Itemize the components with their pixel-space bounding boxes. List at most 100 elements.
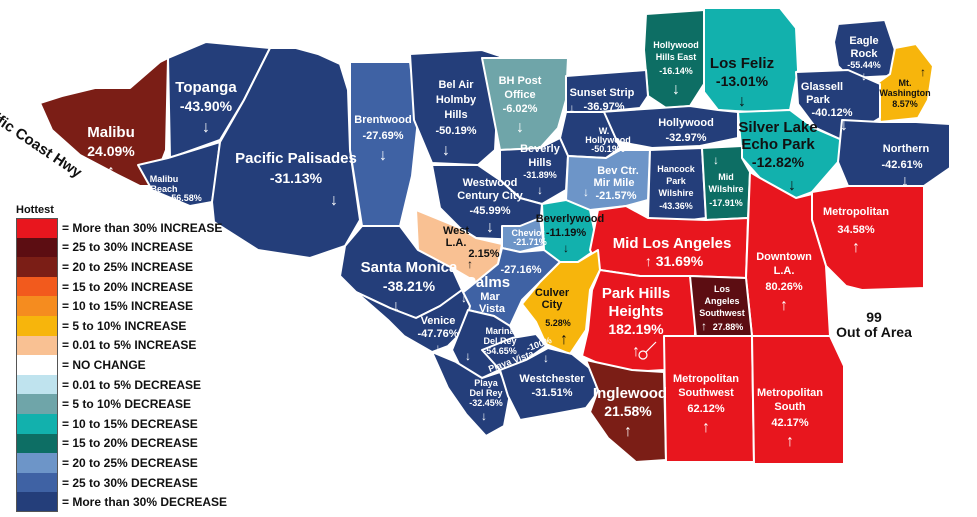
svg-text:↓: ↓	[738, 93, 746, 110]
svg-text:Bel Air: Bel Air	[438, 79, 474, 91]
svg-text:Metropolitan: Metropolitan	[673, 373, 739, 385]
region-brentwood[interactable]	[349, 61, 419, 227]
region-malibu[interactable]	[39, 57, 169, 187]
svg-text:Office: Office	[504, 89, 535, 101]
svg-text:-47.76%: -47.76%	[418, 328, 459, 340]
region-eagle-rock[interactable]	[833, 19, 896, 79]
svg-text:Inglewood: Inglewood	[593, 385, 667, 402]
legend-label: = 0.01 to 5% INCREASE	[62, 338, 197, 353]
svg-text:Santa Monica: Santa Monica	[361, 259, 458, 276]
svg-text:West: West	[443, 225, 469, 237]
svg-text:5.28%: 5.28%	[545, 318, 571, 328]
legend-label: = 5 to 10% DECREASE	[62, 397, 192, 412]
svg-text:Holmby: Holmby	[436, 94, 477, 106]
target-icon	[638, 341, 657, 360]
svg-text:↑: ↑	[632, 343, 640, 360]
region-metro-southwest[interactable]	[663, 335, 755, 463]
region-silver-lake[interactable]	[737, 109, 843, 199]
region-bel-air[interactable]	[409, 49, 501, 166]
svg-text:↓: ↓	[442, 142, 450, 159]
legend-swatch	[16, 335, 58, 356]
label-pacific-palisades: Pacific Palisades -31.13% ↓	[235, 150, 357, 209]
svg-text:Mar: Mar	[480, 291, 500, 303]
label-metropolitan: Metropolitan 34.58% ↑	[823, 206, 889, 256]
label-eagle-rock: Eagle Rock -55.44% ↓	[847, 35, 881, 83]
region-mid-wilshire[interactable]	[701, 145, 751, 221]
svg-text:-32.97%: -32.97%	[666, 132, 707, 144]
label-brentwood: Brentwood -27.69% ↓	[354, 114, 411, 164]
legend-item: = 5 to 10% INCREASE	[16, 315, 256, 336]
svg-text:Vista: Vista	[479, 303, 506, 315]
region-metro-south[interactable]	[751, 335, 845, 465]
svg-text:-38.21%: -38.21%	[383, 278, 436, 294]
region-northern[interactable]	[837, 119, 951, 187]
label-silver-lake: Silver Lake Echo Park -12.82% ↓	[738, 119, 817, 194]
svg-text:Downtown: Downtown	[756, 251, 812, 263]
svg-text:-45.99%: -45.99%	[470, 205, 511, 217]
legend-swatch	[16, 413, 58, 434]
label-topanga: Topanga -43.90% ↓	[175, 79, 237, 136]
svg-text:Del Rey: Del Rey	[469, 388, 502, 398]
label-glassell-park: Glassell Park -40.12% ↓	[801, 81, 853, 134]
svg-text:-27.16%: -27.16%	[501, 264, 542, 276]
label-bh-post-office: BH Post Office -6.02% ↓	[499, 75, 542, 136]
svg-text:-43.90%: -43.90%	[180, 98, 233, 114]
svg-text:Topanga: Topanga	[175, 79, 237, 96]
label-west-la: West L.A. 2.15% ↑	[443, 225, 500, 271]
legend-swatch	[16, 218, 58, 238]
svg-text:Westchester: Westchester	[519, 373, 585, 385]
label-westwood: Westwood Century City -45.99% ↓	[457, 177, 523, 236]
legend-label: = 15 to 20% DECREASE	[62, 436, 198, 451]
svg-text:182.19%: 182.19%	[608, 321, 664, 337]
svg-text:34.58%: 34.58%	[837, 224, 875, 236]
svg-text:Wilshire: Wilshire	[709, 184, 744, 194]
region-mt-washington[interactable]	[875, 43, 934, 123]
svg-text:↓: ↓	[202, 119, 210, 136]
region-culver-city[interactable]	[521, 249, 601, 355]
label-hancock-park: Hancock Park Wilshire -43.36%	[657, 164, 696, 211]
svg-text:-11.19%: -11.19%	[546, 227, 587, 239]
label-culver-city: Culver City 5.28% ↑	[535, 287, 571, 348]
svg-text:-31.89%: -31.89%	[523, 170, 557, 180]
region-metropolitan[interactable]	[811, 185, 925, 291]
svg-text:↓: ↓	[563, 241, 569, 255]
svg-text:-50.19%: -50.19%	[436, 125, 477, 137]
out-of-area-number: 99	[866, 309, 882, 325]
svg-text:-21.71%: -21.71%	[513, 237, 547, 247]
svg-text:Playa: Playa	[474, 378, 499, 388]
label-sunset-strip: Sunset Strip -36.97% ↓	[569, 87, 635, 115]
svg-text:-31.51%: -31.51%	[532, 387, 573, 399]
svg-text:Cheviot: Cheviot	[511, 228, 544, 238]
svg-text:↓: ↓	[330, 192, 338, 209]
svg-text:↓: ↓	[672, 81, 680, 98]
legend-item: = 5 to 10% DECREASE	[16, 394, 256, 414]
label-palms: -27.16% Palms Mar Vista ↓	[461, 264, 542, 315]
legend-item: = NO CHANGE	[16, 355, 256, 375]
label-bel-air: Bel Air Holmby Hills -50.19% ↓	[436, 79, 478, 159]
svg-text:↓: ↓	[379, 147, 387, 164]
label-playa-del-rey: Playa Del Rey -32.45% ↓	[469, 378, 503, 423]
svg-text:Hollywood: Hollywood	[585, 135, 631, 145]
label-northern: Northern -42.61% ↓	[882, 143, 930, 190]
svg-text:Metropolitan: Metropolitan	[823, 206, 889, 218]
svg-text:↑: ↑	[624, 423, 632, 440]
svg-text:24.09%: 24.09%	[87, 143, 135, 159]
svg-text:↓: ↓	[583, 185, 589, 199]
svg-text:Northern: Northern	[883, 143, 930, 155]
svg-text:Echo Park: Echo Park	[741, 136, 815, 153]
legend-item: = 15 to 20% DECREASE	[16, 433, 256, 454]
svg-text:Glassell: Glassell	[801, 81, 843, 93]
label-beverlywood: Beverlywood -11.19% ↓	[536, 213, 604, 255]
label-bev-ctr: Bev Ctr. Mir Mile -21.57% ↓	[583, 165, 639, 202]
label-hollywood-hills-east: Hollywood Hills East -16.14% ↓	[653, 40, 699, 98]
region-inglewood[interactable]	[585, 359, 667, 463]
svg-text:Palms: Palms	[466, 274, 510, 291]
svg-text:↑: ↑	[560, 331, 568, 348]
svg-text:Eagle: Eagle	[849, 35, 878, 47]
legend-label: = More than 30% DECREASE	[62, 495, 228, 510]
region-playa-del-rey[interactable]	[431, 351, 511, 437]
svg-text:Silver Lake: Silver Lake	[738, 119, 817, 136]
legend-label: = 25 to 30% INCREASE	[62, 240, 194, 255]
label-mid-wilshire: Mid Wilshire -17.91% ↓	[709, 153, 744, 208]
svg-text:BH Post: BH Post	[499, 75, 542, 87]
